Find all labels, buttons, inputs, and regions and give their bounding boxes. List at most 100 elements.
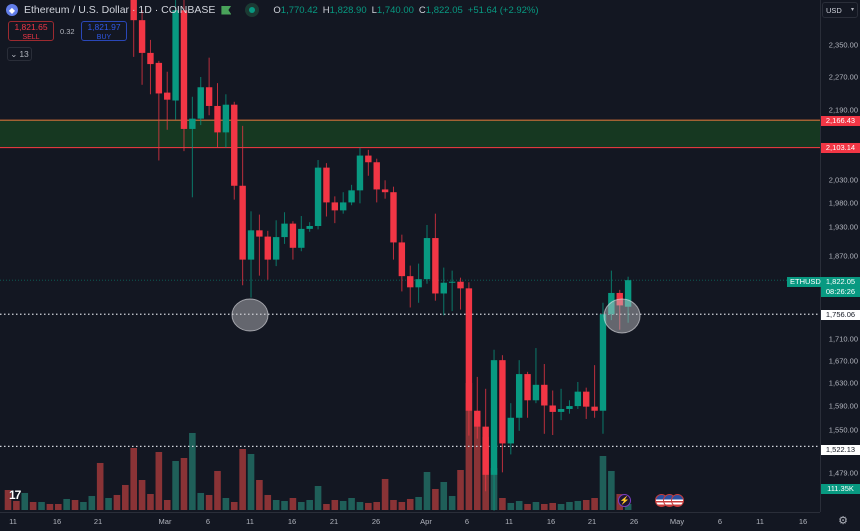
price-tick: 1,870.00 [828,251,858,261]
volume-bar [105,498,112,510]
volume-bar [222,498,230,510]
volume-bar [272,500,280,510]
volume-bar [88,496,96,510]
time-tick: May [669,517,685,526]
price-tick: 1,710.00 [828,334,858,344]
earnings-bolt-icon[interactable]: ⚡ [618,494,631,507]
volume-bar [440,482,448,510]
symbol-header: ◆ Ethereum / U.S. Dollar · 1D · COINBASE… [6,2,539,18]
volume-bar [591,498,598,510]
candle-body [289,223,297,248]
volume-bar [339,500,347,510]
volume-bar [239,448,246,510]
volume-bar [415,496,422,510]
volume-bar [566,502,573,510]
bar-countdown: 08:26:26 [825,287,856,296]
flag-icon[interactable] [221,5,232,15]
volume-bar [189,432,196,510]
low-value: 1,740.00 [376,4,414,16]
volume-bar [63,498,70,510]
candle-body [298,228,305,248]
candle-body [574,391,582,407]
candle-body [583,391,590,407]
time-tick: 6 [464,517,470,526]
candle-body [457,281,464,289]
volume-bar [314,486,322,510]
symbol-title[interactable]: Ethereum / U.S. Dollar · 1D · COINBASE [24,4,216,16]
candle-body [138,20,146,53]
volume-bar [281,500,288,510]
time-axis[interactable]: 11 16 21 Mar 6 11 16 21 26 Apr 6 11 16 21 26 May 6 11 16 [0,512,820,531]
time-tick: 11 [246,517,254,526]
volume-bar [230,502,238,510]
currency-value: USD [826,6,842,15]
tradingview-logo[interactable]: 17 [9,488,21,502]
candle-body [541,384,548,406]
us-flag-icon[interactable] [671,494,684,507]
price-chart[interactable] [0,0,820,512]
time-tick: Mar [158,517,172,526]
supply-zone[interactable] [0,119,820,149]
price-tick: 1,670.00 [828,356,858,366]
settings-gear-icon[interactable]: ⚙ [838,515,848,527]
time-tick: 26 [371,517,381,526]
volume-bar [423,472,431,510]
candles [130,0,632,511]
level-1-price-label: 1,756.06 [821,310,860,320]
low-label: L [371,4,377,16]
volume-bar [541,504,548,510]
candle-body [239,185,246,260]
market-open-icon [245,3,260,17]
time-tick: 21 [329,517,339,526]
buy-button[interactable]: 1,821.97 BUY [81,21,127,41]
volume-bar [96,462,104,510]
sell-button[interactable]: 1,821.65 SELL [8,21,54,41]
ohlc-values: O1,770.42 H1,828.90 L1,740.00 C1,822.05 … [273,5,538,16]
zone-fill [0,120,820,148]
indicators-toggle[interactable]: ⌄ 13 [7,47,32,61]
volume-bar [507,502,515,510]
horizontal-levels[interactable] [0,279,820,448]
candle-body [314,167,322,227]
volume-bar [582,500,590,510]
volume-bar [524,504,531,510]
candle-body [499,360,506,444]
candle-body [231,104,238,186]
candle-body [306,226,313,229]
candle-body [189,118,196,129]
price-axis[interactable]: 2,350.00 2,270.00 2,190.00 2,030.00 1,980.00… [820,0,860,512]
price-tick: 1,930.00 [828,222,858,232]
volume-bar [163,500,171,510]
candle-body [264,236,271,260]
last-price: 1,822.05 [825,277,856,286]
highlight-circles[interactable] [231,298,641,334]
volume-bar [608,470,615,510]
candle-body [591,406,598,411]
candle-body [415,279,422,288]
volume-bar [457,470,464,510]
volume-bar [331,500,339,510]
volume-bar [197,492,205,510]
time-tick: 11 [9,517,17,526]
change-value: +51.64 (+2.92%) [467,4,539,16]
volume-bar [113,494,121,510]
candle-body [180,10,188,129]
volume-bar [390,500,397,510]
volume-bar [38,502,45,510]
ethereum-logo-icon: ◆ [6,4,18,16]
candle-body [197,87,204,119]
volume-bar [138,480,146,510]
price-tick: 1,550.00 [828,425,858,435]
volume-bar [172,460,179,510]
time-tick: 11 [505,517,513,526]
candle-body [515,374,523,418]
volume-bar [247,454,255,510]
currency-select[interactable]: USD ▾ [822,2,858,18]
price-tick: 1,479.00 [828,468,858,478]
indicator-count: 13 [19,49,29,59]
volume-bar [398,502,406,510]
candle-body [557,408,565,412]
candle-body [214,105,221,133]
volume-bar [515,500,523,510]
candle-body [524,374,531,401]
